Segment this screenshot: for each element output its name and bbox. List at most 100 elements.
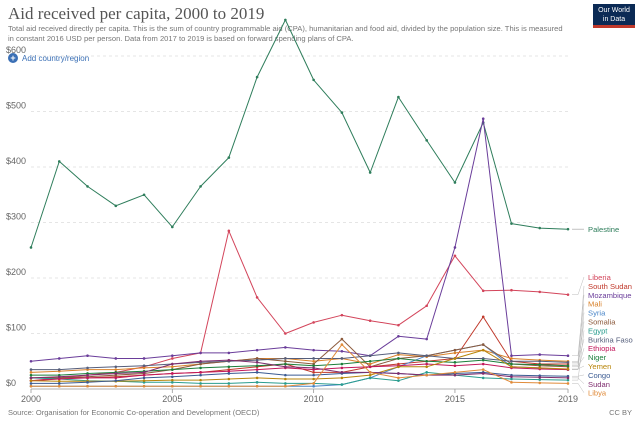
- data-point: [340, 111, 344, 114]
- data-point: [29, 384, 33, 388]
- series-line-south-sudan[interactable]: [31, 316, 568, 379]
- data-point: [255, 296, 259, 299]
- legend-label[interactable]: Burkina Faso: [588, 335, 633, 344]
- data-point: [142, 373, 146, 377]
- legend-label[interactable]: Egypt: [588, 326, 608, 335]
- series-line-liberia[interactable]: [30, 230, 569, 382]
- data-point: [255, 364, 259, 367]
- data-point: [453, 181, 457, 184]
- data-point: [284, 373, 287, 377]
- legend-label[interactable]: Mali: [588, 300, 602, 309]
- legend-connector: [572, 348, 585, 370]
- data-point: [29, 359, 33, 363]
- source-note: Source: Organisation for Economic Co-ope…: [8, 408, 260, 417]
- data-point: [199, 359, 202, 363]
- legend-label[interactable]: Liberia: [588, 273, 612, 282]
- data-point: [255, 368, 259, 371]
- data-point: [86, 381, 89, 384]
- data-point: [340, 313, 344, 317]
- data-point: [227, 351, 231, 355]
- data-point: [199, 373, 202, 377]
- series-line-burkina-faso[interactable]: [31, 352, 569, 371]
- data-point: [425, 373, 428, 377]
- data-point: [425, 337, 428, 341]
- data-point: [340, 357, 344, 360]
- series-line-somalia[interactable]: [31, 338, 569, 379]
- data-point: [199, 371, 202, 374]
- series-line-mali[interactable]: [30, 349, 569, 373]
- x-tick-label: 2010: [304, 394, 324, 404]
- license-link[interactable]: CC BY: [609, 408, 632, 417]
- series-line-congo[interactable]: [31, 371, 569, 384]
- data-point: [566, 227, 570, 231]
- legend-label[interactable]: Somalia: [588, 318, 616, 327]
- legend-label[interactable]: Yemen: [588, 362, 611, 371]
- legend-connector: [572, 339, 585, 363]
- data-point: [312, 377, 315, 381]
- data-point: [453, 351, 457, 355]
- data-point: [29, 376, 33, 380]
- legend-label[interactable]: Mozambique: [588, 291, 631, 300]
- data-point: [255, 348, 259, 352]
- data-point: [142, 371, 146, 374]
- data-point: [368, 359, 372, 363]
- data-point: [566, 361, 570, 364]
- series-line-mozambique[interactable]: [30, 118, 569, 362]
- data-point: [566, 354, 570, 358]
- data-point: [114, 384, 118, 388]
- logo-line-1: Our World: [598, 7, 630, 14]
- legend-label[interactable]: Palestine: [588, 225, 619, 234]
- series-line-yemen[interactable]: [30, 349, 569, 382]
- series-line-ethiopia[interactable]: [30, 363, 569, 382]
- legend-label[interactable]: Syria: [588, 309, 606, 318]
- series-line-niger[interactable]: [31, 358, 569, 376]
- data-point: [29, 246, 33, 249]
- data-point: [114, 368, 118, 371]
- data-point: [481, 376, 485, 380]
- legend-connector: [572, 321, 585, 368]
- add-country-button[interactable]: + Add country/region: [8, 53, 89, 63]
- data-point: [566, 293, 570, 296]
- data-point: [284, 362, 287, 366]
- data-point: [453, 373, 457, 377]
- data-point: [29, 373, 33, 377]
- data-point: [368, 362, 372, 366]
- data-point: [142, 384, 146, 388]
- data-point: [255, 376, 259, 380]
- legend-label[interactable]: Sudan: [588, 380, 610, 389]
- legend-label[interactable]: Congo: [588, 371, 610, 380]
- data-point: [171, 368, 174, 371]
- x-tick-label: 2015: [445, 394, 465, 404]
- data-point: [171, 378, 174, 382]
- data-point: [86, 384, 89, 388]
- data-point: [397, 379, 400, 382]
- data-point: [340, 383, 344, 386]
- y-tick-label: $300: [6, 212, 26, 222]
- y-tick-label: $0: [6, 378, 16, 388]
- data-point: [453, 246, 457, 249]
- legend-connector: [572, 374, 585, 377]
- data-point: [255, 381, 259, 384]
- data-point: [255, 358, 259, 362]
- legend-label[interactable]: South Sudan: [588, 282, 632, 291]
- data-point: [481, 372, 485, 375]
- data-point: [171, 372, 174, 375]
- data-point: [86, 376, 89, 380]
- series-line-palestine[interactable]: [30, 19, 569, 248]
- data-point: [284, 18, 287, 22]
- x-tick-label: 2005: [162, 394, 182, 404]
- legend-label[interactable]: Libya: [588, 389, 607, 398]
- legend-label[interactable]: Niger: [588, 353, 607, 362]
- legend-label[interactable]: Ethiopia: [588, 344, 616, 353]
- legend-connector: [572, 356, 585, 366]
- logo-line-2: in Data: [602, 16, 626, 23]
- owid-logo[interactable]: Our World in Data: [593, 4, 635, 28]
- series-line-sudan[interactable]: [30, 359, 569, 379]
- y-tick-label: $100: [6, 323, 26, 333]
- data-point: [284, 359, 287, 363]
- data-point: [284, 332, 287, 335]
- series-line-libya[interactable]: [31, 344, 569, 387]
- data-point: [114, 365, 118, 369]
- data-point: [566, 378, 570, 382]
- data-point: [199, 384, 202, 388]
